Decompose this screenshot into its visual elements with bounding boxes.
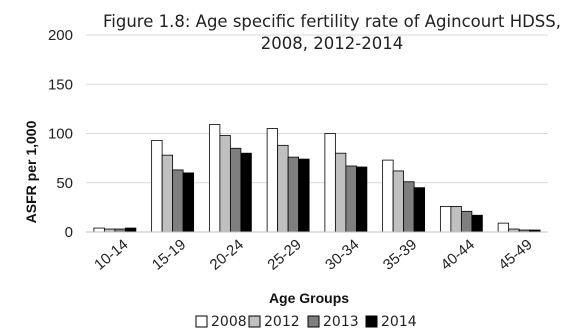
bar-2012-20-24 <box>219 135 231 233</box>
legend-label-2008: 2008 <box>211 314 247 330</box>
bar-2014-35-39 <box>413 187 426 233</box>
x-axis-title: Age Groups <box>269 290 349 306</box>
bar-2008-40-44 <box>439 205 452 233</box>
legend-swatch-2013 <box>307 315 320 328</box>
x-tick-label: 25-29 <box>264 236 304 274</box>
chart-title: Figure 1.8: Age specific fertility rate … <box>103 12 561 31</box>
legend-swatch-2008 <box>195 315 208 328</box>
bar-2008-30-34 <box>324 133 336 233</box>
x-tick-label: 30-34 <box>322 236 362 274</box>
bar-2014-20-24 <box>240 152 252 233</box>
y-tick-label: 0 <box>65 224 73 241</box>
y-axis-title: ASFR per 1,000 <box>23 120 39 223</box>
y-tick-label: 150 <box>48 76 73 93</box>
y-tick-label: 200 <box>48 27 73 44</box>
bar-2013-25-29 <box>287 156 300 233</box>
bar-2013-35-39 <box>403 181 415 233</box>
bar-2008-15-19 <box>151 139 163 233</box>
bar-2012-25-29 <box>277 144 289 233</box>
bar-2014-15-19 <box>182 172 195 233</box>
x-tick-label: 20-24 <box>207 236 247 274</box>
gridlines <box>86 34 548 184</box>
bar-2008-10-14 <box>93 227 105 233</box>
y-tick-label: 50 <box>56 175 73 192</box>
x-tick-label: 35-39 <box>380 236 420 274</box>
bar-2008-20-24 <box>208 124 221 233</box>
y-tick-label: 100 <box>48 126 73 143</box>
bar-2014-40-44 <box>471 214 483 233</box>
x-tick-label: 45-49 <box>495 236 535 274</box>
bar-2008-35-39 <box>382 159 394 233</box>
x-tick-label: 15-19 <box>149 236 189 274</box>
bar-2012-30-34 <box>334 152 347 233</box>
legend: 2008 2012 2013 2014 <box>195 314 417 330</box>
chart-subtitle: 2008, 2012-2014 <box>261 34 403 53</box>
x-tick-labels: 10-14 15-19 20-24 25-29 30-34 35-39 40-44 45-49 <box>91 236 536 274</box>
legend-label-2012: 2012 <box>264 314 300 330</box>
x-tick-label: 40-44 <box>438 236 478 274</box>
bar-2012-35-39 <box>392 170 405 233</box>
y-tick-labels: 0 50 100 150 200 <box>48 27 73 241</box>
bar-2014-30-34 <box>355 166 368 233</box>
bars <box>93 124 541 233</box>
bar-2014-10-14 <box>124 227 137 233</box>
legend-swatch-2012 <box>248 315 261 328</box>
legend-swatch-2014 <box>365 315 378 328</box>
bar-2014-25-29 <box>298 158 310 233</box>
legend-label-2014: 2014 <box>381 314 417 330</box>
bar-2013-40-44 <box>460 210 473 233</box>
bar-2013-30-34 <box>345 165 357 233</box>
bar-2012-15-19 <box>161 154 174 233</box>
bar-2013-15-19 <box>172 169 184 233</box>
bar-2008-25-29 <box>266 128 279 233</box>
bar-2012-40-44 <box>450 205 462 233</box>
bar-2008-45-49 <box>497 222 510 233</box>
x-tick-label: 10-14 <box>91 236 131 274</box>
bar-2013-20-24 <box>229 147 242 233</box>
legend-label-2013: 2013 <box>323 314 359 330</box>
